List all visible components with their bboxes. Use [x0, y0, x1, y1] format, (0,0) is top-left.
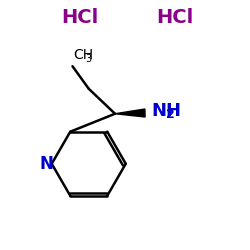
Text: 3: 3 [86, 54, 91, 64]
Text: CH: CH [74, 48, 94, 62]
Polygon shape [115, 109, 145, 117]
Text: 2: 2 [166, 108, 174, 121]
Text: NH: NH [151, 102, 181, 119]
Text: HCl: HCl [156, 8, 194, 27]
Text: HCl: HCl [62, 8, 98, 27]
Text: N: N [39, 155, 53, 173]
